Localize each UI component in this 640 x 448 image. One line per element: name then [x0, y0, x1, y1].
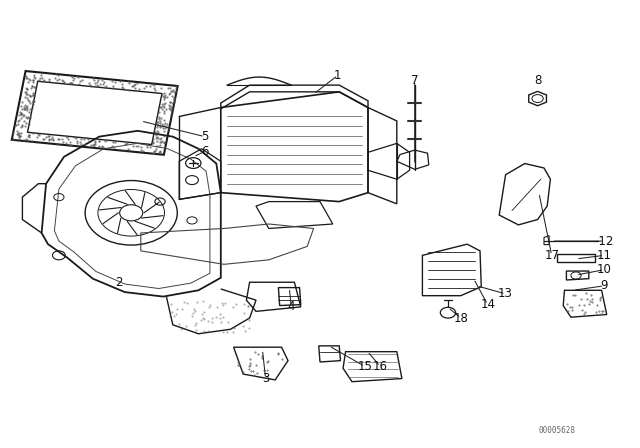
Text: 15: 15: [357, 360, 372, 373]
Text: 11: 11: [596, 249, 612, 262]
Text: 16: 16: [372, 360, 388, 373]
Text: 00005628: 00005628: [538, 426, 575, 435]
Text: 9: 9: [600, 279, 608, 293]
Text: 18: 18: [453, 311, 468, 325]
Text: 4: 4: [287, 300, 295, 314]
Text: 2: 2: [115, 276, 122, 289]
Text: 3: 3: [262, 372, 269, 385]
Text: -12: -12: [595, 234, 614, 248]
Text: 6: 6: [201, 145, 209, 158]
Text: 10: 10: [596, 263, 612, 276]
Text: 17: 17: [544, 249, 559, 262]
Text: 14: 14: [480, 298, 495, 311]
Text: 8: 8: [534, 74, 541, 87]
Text: 7: 7: [411, 74, 419, 87]
Text: 1: 1: [334, 69, 342, 82]
Text: 5: 5: [201, 130, 209, 143]
Text: 13: 13: [498, 287, 513, 301]
